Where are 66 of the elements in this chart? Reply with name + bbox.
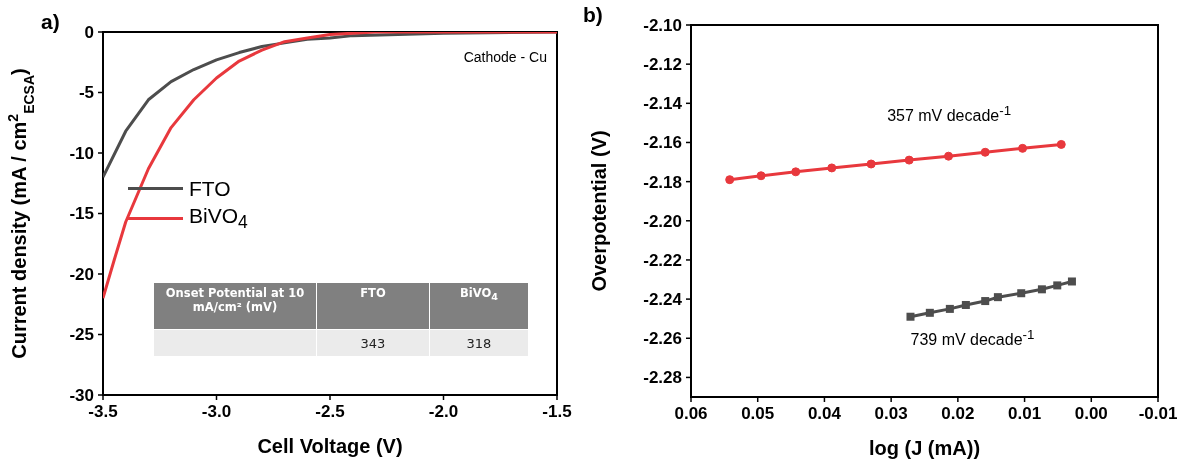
point: [827, 163, 837, 173]
y-tick-label: -2.16: [643, 133, 682, 153]
annotation: 357 mV decade$^{-1}$: [887, 103, 1012, 125]
point: [944, 151, 954, 161]
y-tick-label: -2.28: [643, 368, 682, 388]
x-tick-label: 0.00: [1074, 404, 1108, 423]
point: [993, 293, 1002, 302]
x-tick-label: 0.01: [1008, 404, 1042, 423]
annotation: 318: [466, 335, 492, 351]
point: [945, 304, 954, 313]
x-tick-label: 0.03: [874, 404, 908, 423]
chart-title: a): [41, 10, 60, 33]
point: [961, 300, 970, 309]
x-tick-label: 0.02: [941, 404, 975, 423]
y-tick-label: -10: [69, 143, 94, 163]
point: [906, 312, 915, 321]
y-tick-label: -2.20: [643, 211, 682, 231]
x-tick-label: -3.0: [201, 402, 232, 421]
x-axis-title: log (J (mA)): [868, 437, 981, 459]
point: [866, 159, 876, 169]
y-tick-label: -25: [69, 325, 94, 345]
point: [1067, 277, 1076, 286]
annotation: Onset Potential at 10 mA/cm² (mV): [165, 286, 305, 314]
point: [725, 175, 735, 185]
point: [980, 147, 990, 157]
x-tick-label: 0.05: [741, 404, 775, 423]
point: [925, 308, 934, 317]
x-tick-label: -2.5: [315, 402, 345, 421]
point: [981, 297, 990, 306]
x-tick-label: -3.5: [88, 402, 118, 421]
x-tick-label: -1.5: [542, 402, 572, 421]
point: [1037, 285, 1046, 294]
annotation: Cathode - Cu: [463, 49, 547, 65]
y-tick-label: -2.10: [643, 15, 682, 35]
y-tick-label: -2.24: [643, 290, 683, 310]
y-tick-label: -2.26: [643, 329, 682, 349]
point: [791, 167, 801, 177]
y-tick-label: -2.22: [643, 250, 682, 270]
point: [1056, 139, 1066, 149]
x-axis-title: Cell Voltage (V): [257, 435, 403, 457]
annotation: 343: [360, 335, 386, 351]
chart-title: b): [583, 3, 603, 26]
y-tick-label: -30: [69, 385, 94, 405]
y-tick-label: -15: [69, 204, 94, 224]
point: [1017, 289, 1026, 298]
point: [756, 171, 766, 181]
y-axis-title: Overpotential (V): [588, 130, 610, 292]
point: [1018, 143, 1028, 153]
x-tick-label: 0.04: [807, 404, 842, 423]
point: [904, 155, 914, 165]
annotation: FTO: [360, 286, 386, 300]
y-tick-label: -2.18: [643, 172, 682, 192]
x-tick-label: -0.01: [1138, 404, 1178, 423]
y-tick-label: 0: [84, 22, 94, 42]
x-tick-label: -2.0: [428, 402, 459, 421]
y-tick-label: -2.12: [643, 55, 682, 75]
line-series: [103, 32, 557, 300]
legend-label: BiVO$_{4}$: [189, 203, 248, 234]
y-tick-label: -2.14: [643, 94, 683, 114]
x-tick-label: 0.06: [674, 404, 708, 423]
y-tick-label: -5: [78, 83, 94, 103]
annotation: BiVO$_{4}$: [460, 286, 498, 303]
legend-label: FTO: [189, 176, 231, 201]
annotation: 739 mV decade$^{-1}$: [910, 326, 1035, 348]
y-tick-label: -20: [69, 264, 94, 284]
point: [1053, 281, 1062, 290]
